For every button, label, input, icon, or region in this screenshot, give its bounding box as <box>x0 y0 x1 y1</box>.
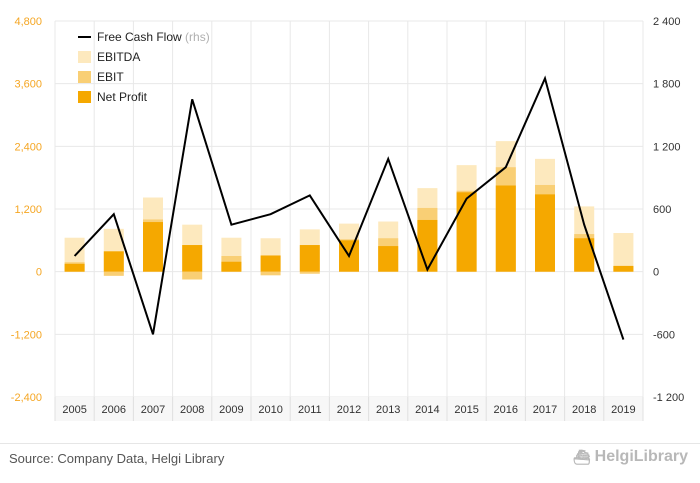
x-tick-label: 2017 <box>533 404 557 416</box>
bar-net-profit <box>613 265 634 272</box>
legend-swatch-ebitda <box>78 51 91 63</box>
x-tick-label: 2019 <box>611 404 635 416</box>
bar-net-profit <box>221 261 242 272</box>
fcf-line <box>73 75 625 340</box>
bars <box>64 141 634 280</box>
brand-name: HelgiLibrary <box>594 448 688 465</box>
bar-ebitda <box>613 233 634 272</box>
x-tick-label: 2009 <box>219 404 243 416</box>
bar-net-profit <box>456 192 477 272</box>
y-left-tick-label: 1,200 <box>14 204 42 216</box>
legend-label-free-cash-flow: Free Cash Flow (rhs) <box>97 30 210 44</box>
bar-ebit <box>182 271 203 280</box>
bar-net-profit <box>495 185 516 272</box>
y-right-tick-label: -600 <box>653 329 675 341</box>
x-tick-label: 2015 <box>454 404 478 416</box>
x-tick-label: 2014 <box>415 404 439 416</box>
bar-ebit <box>299 271 320 274</box>
ship-logo-icon: ⛴ <box>572 448 591 465</box>
x-tick-label: 2012 <box>337 404 361 416</box>
legend-label-ebitda: EBITDA <box>97 50 140 64</box>
brand-logo: ⛴ HelgiLibrary <box>573 448 688 466</box>
y-left-tick-label: 2,400 <box>14 141 42 153</box>
x-tick-label: 2005 <box>62 404 86 416</box>
legend: Free Cash Flow (rhs) EBITDA EBIT Net Profit <box>78 30 210 104</box>
x-tick-label: 2016 <box>494 404 518 416</box>
bar-ebit <box>103 271 124 276</box>
bar-net-profit <box>143 222 163 272</box>
y-right-tick-label: 600 <box>653 204 671 216</box>
legend-rhs-suffix: (rhs) <box>182 30 210 44</box>
legend-swatch-net-profit <box>78 91 91 103</box>
bar-net-profit <box>574 238 595 272</box>
bar-net-profit <box>378 246 399 272</box>
legend-label-ebit: EBIT <box>97 70 124 84</box>
x-axis-band <box>55 397 643 421</box>
legend-label-net-profit: Net Profit <box>97 90 148 104</box>
x-tick-label: 2010 <box>258 404 282 416</box>
y-left-tick-label: 3,600 <box>14 79 42 91</box>
line-free-cash-flow <box>73 75 625 340</box>
y-right-tick-label: 1 200 <box>653 141 681 153</box>
bar-ebit <box>260 271 281 276</box>
y-left-tick-label: 4,800 <box>14 16 42 28</box>
bar-net-profit <box>535 194 555 272</box>
legend-swatch-ebit <box>78 71 91 83</box>
y-left-tick-label: 0 <box>36 267 42 279</box>
axes: -2,400 -1,200 0 1,200 2,400 3,600 4,800 -1 200 -… <box>11 16 684 421</box>
y-right-tick-label: 0 <box>653 267 659 279</box>
bar-net-profit <box>299 245 320 272</box>
y-right-tick-label: 1 800 <box>653 79 681 91</box>
x-tick-label: 2007 <box>141 404 165 416</box>
y-right-tick-label: 2 400 <box>653 16 681 28</box>
grid <box>54 20 644 398</box>
bar-net-profit <box>260 255 281 272</box>
x-tick-label: 2018 <box>572 404 596 416</box>
x-tick-label: 2006 <box>102 404 126 416</box>
bar-net-profit <box>417 219 438 272</box>
bar-net-profit <box>103 251 124 272</box>
bar-net-profit <box>64 263 85 272</box>
x-tick-label: 2013 <box>376 404 400 416</box>
y-left-tick-label: -2,400 <box>11 392 42 404</box>
x-tick-label: 2011 <box>298 404 322 416</box>
bar-net-profit <box>182 245 203 272</box>
y-right-tick-label: -1 200 <box>653 392 684 404</box>
source-note: Source: Company Data, Helgi Library <box>9 451 225 466</box>
footer-divider <box>0 443 700 444</box>
y-left-tick-label: -1,200 <box>11 329 42 341</box>
x-tick-label: 2008 <box>180 404 204 416</box>
